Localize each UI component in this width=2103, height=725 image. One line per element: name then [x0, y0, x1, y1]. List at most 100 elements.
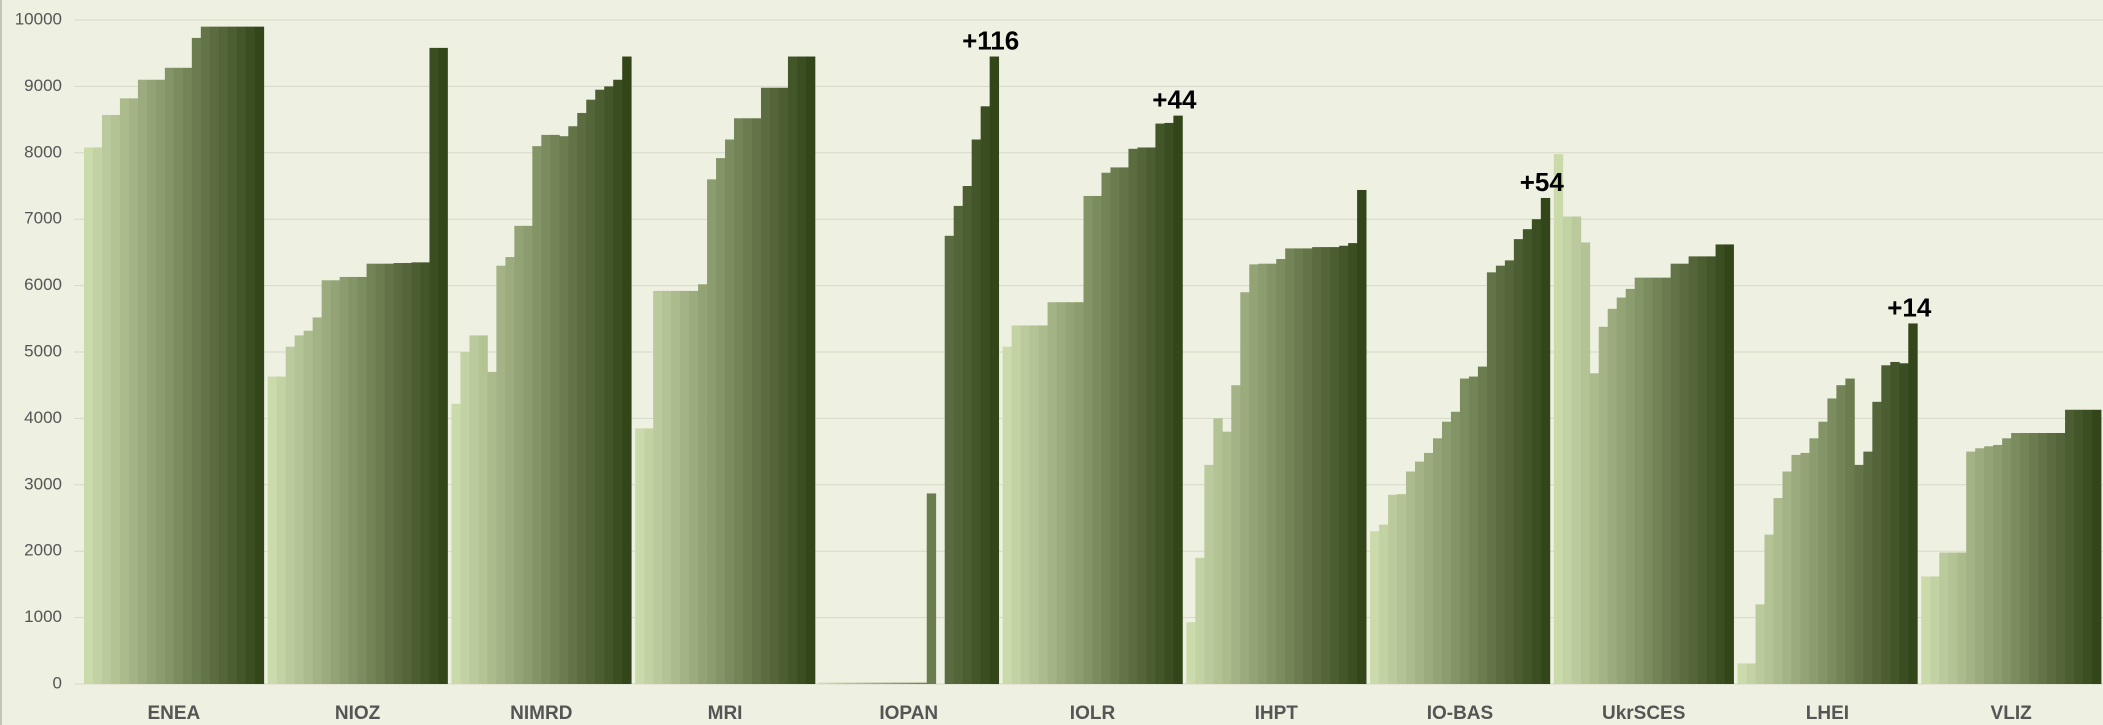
bar [953, 205, 964, 685]
bar [1038, 325, 1048, 684]
bar [1276, 259, 1286, 684]
bar [1029, 325, 1039, 684]
bar [357, 276, 367, 684]
bar [586, 99, 596, 685]
bar [1137, 147, 1147, 684]
x-tick-label: MRI [708, 703, 743, 724]
bar [671, 290, 681, 684]
bar [303, 330, 314, 684]
bar [469, 335, 479, 684]
bar [1522, 229, 1533, 684]
bar [1504, 260, 1515, 684]
bar [1267, 263, 1277, 684]
bar [1002, 346, 1013, 684]
bar [1818, 421, 1828, 684]
annotation: +54 [1520, 167, 1565, 197]
bar [1450, 411, 1461, 684]
x-tick-label: IHPT [1255, 703, 1299, 724]
bar [2092, 409, 2102, 684]
bar [787, 56, 798, 684]
bar [523, 225, 533, 684]
bar [1312, 247, 1322, 684]
bar [1379, 524, 1389, 684]
bar [2011, 433, 2021, 684]
bar [622, 56, 632, 684]
bar [1827, 398, 1837, 684]
bar [402, 263, 412, 684]
bar [1204, 464, 1214, 684]
y-tick-label: 5000 [24, 341, 62, 360]
bar [1348, 243, 1358, 684]
bar [1643, 277, 1654, 684]
bar [827, 682, 838, 684]
bar [1285, 248, 1295, 684]
bar [2047, 433, 2057, 684]
bar [1441, 421, 1452, 684]
bar [1056, 302, 1066, 684]
bar [294, 335, 305, 684]
bar [1881, 365, 1891, 684]
bar [725, 139, 735, 684]
bar [1339, 245, 1349, 684]
bar [899, 682, 910, 684]
bar [1119, 167, 1129, 684]
bar [1966, 451, 1976, 684]
bar [1652, 277, 1663, 684]
bar [1047, 302, 1057, 684]
bar [1213, 418, 1223, 684]
bar [1854, 464, 1864, 684]
bar [1625, 288, 1636, 684]
bar [339, 276, 350, 684]
bar [1562, 216, 1573, 684]
bar [393, 263, 403, 684]
bar [1513, 239, 1524, 684]
bar [845, 682, 856, 684]
bar [1791, 454, 1801, 684]
bar [101, 114, 112, 684]
bar [698, 284, 708, 684]
bar [487, 371, 497, 684]
bar [1195, 557, 1205, 684]
bar [926, 493, 937, 684]
y-tick-label: 3000 [24, 474, 62, 493]
bar [635, 428, 645, 684]
bar [1330, 247, 1340, 684]
bar [1688, 256, 1698, 684]
bar [330, 280, 341, 684]
bar [863, 682, 874, 684]
y-tick-label: 7000 [24, 209, 62, 228]
bar [962, 186, 973, 684]
bar [155, 79, 166, 684]
bar [1715, 244, 1725, 684]
bar [1397, 494, 1407, 684]
bar [1957, 552, 1967, 684]
bar [1607, 308, 1618, 684]
bar [173, 67, 184, 685]
bar [1571, 216, 1582, 684]
bar [1706, 256, 1716, 684]
bar [2083, 409, 2093, 684]
bar [989, 56, 1000, 684]
bar [1424, 452, 1434, 684]
bar [1128, 148, 1138, 685]
bar [1074, 302, 1084, 684]
bar [644, 428, 654, 684]
bar [796, 56, 807, 684]
annotation: +44 [1152, 84, 1197, 114]
bar [1240, 292, 1250, 684]
bar [707, 179, 717, 685]
bar [137, 79, 148, 684]
x-tick-label: UkrSCES [1602, 703, 1685, 724]
bar [245, 26, 256, 684]
bar [227, 26, 238, 684]
bar [1948, 552, 1958, 684]
bar [1755, 604, 1765, 684]
bar [1764, 534, 1774, 684]
bar [375, 263, 385, 684]
y-tick-label: 10000 [15, 9, 62, 28]
bar [752, 118, 762, 685]
bar [1589, 373, 1600, 684]
bar [1679, 263, 1690, 684]
